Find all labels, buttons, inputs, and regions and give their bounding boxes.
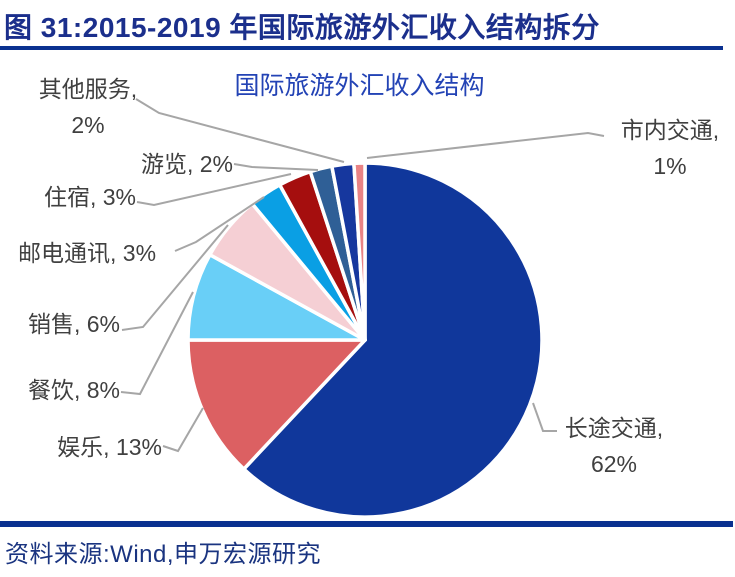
leader-line-accommodation xyxy=(136,173,292,207)
slice-label-entertainment: 娱乐, 13% xyxy=(30,429,162,465)
slice-label-line: 住宿, 3% xyxy=(43,184,136,210)
slice-label-line: 1% xyxy=(653,153,687,179)
leader-line-catering xyxy=(120,291,194,396)
leader-line-post-telecom xyxy=(174,196,265,252)
slice-label-sales: 销售, 6% xyxy=(0,306,120,342)
header-underline xyxy=(0,46,723,50)
slice-label-post-telecom: 邮电通讯, 3% xyxy=(18,235,188,271)
leader-line-sightseeing xyxy=(233,163,319,171)
figure-title: 图 31:2015-2019 年国际旅游外汇收入结构拆分 xyxy=(4,12,600,43)
slice-label-line: 市内交通, xyxy=(620,117,720,143)
slice-label-line: 游览, 2% xyxy=(140,151,233,177)
slice-label-line: 娱乐, 13% xyxy=(57,434,162,460)
slice-label-sightseeing: 游览, 2% xyxy=(103,146,233,182)
leader-line-entertainment xyxy=(162,407,204,453)
slice-label-long-distance-transport: 长途交通, 62% xyxy=(549,410,679,482)
slice-label-line: 62% xyxy=(590,451,638,477)
slice-label-line: 其他服务, xyxy=(38,76,138,102)
slice-label-line: 销售, 6% xyxy=(27,311,120,337)
slice-label-accommodation: 住宿, 3% xyxy=(6,179,136,215)
slice-label-line: 餐饮, 8% xyxy=(27,377,120,403)
slice-label-other-services: 其他服务, 2% xyxy=(23,71,153,143)
source-text: 资料来源:Wind,申万宏源研究 xyxy=(5,541,322,568)
chart-title: 国际旅游外汇收入结构 xyxy=(0,66,735,102)
slice-label-catering: 餐饮, 8% xyxy=(0,372,120,408)
leader-line-sales xyxy=(121,224,229,331)
slice-label-line: 2% xyxy=(71,112,105,138)
leader-line-city-transport xyxy=(366,131,605,159)
chart-title-text: 国际旅游外汇收入结构 xyxy=(234,72,485,100)
leader-line-other-services xyxy=(135,98,345,163)
footer-rule xyxy=(0,521,733,527)
slice-label-line: 长途交通, xyxy=(564,415,664,441)
pie-slice-long-distance-transport xyxy=(242,161,544,519)
leader-line-long-distance-transport xyxy=(532,402,557,432)
slice-label-line: 邮电通讯, 3% xyxy=(18,240,157,266)
slice-label-city-transport: 市内交通, 1% xyxy=(605,112,735,184)
pie-slice-city-transport xyxy=(352,161,367,342)
